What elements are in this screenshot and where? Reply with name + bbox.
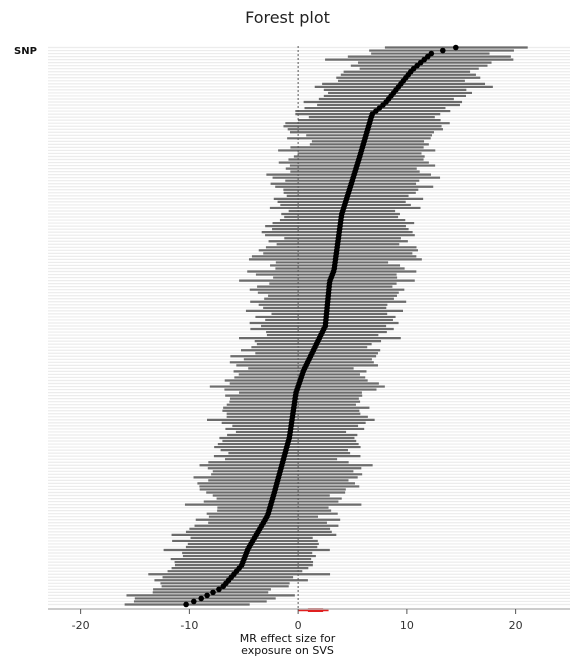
snp-estimates — [183, 44, 459, 608]
snp-point — [183, 601, 189, 608]
snp-point — [453, 44, 459, 51]
snp-point — [190, 598, 197, 605]
x-axis-label: MR effect size for exposure on SVS — [0, 633, 575, 657]
snp-point — [440, 47, 446, 54]
snp-point — [428, 50, 435, 57]
y-axis-label: SNP — [14, 46, 37, 57]
x-tick-label: 0 — [295, 619, 302, 632]
x-tick-label: -10 — [180, 619, 198, 632]
x-tick-label: 20 — [509, 619, 523, 632]
x-axis-ticks: -20 -10 0 10 20 — [72, 609, 523, 632]
x-tick-label: -20 — [72, 619, 90, 632]
x-axis-label-line-2: exposure on SVS — [241, 644, 334, 657]
chart-title: Forest plot — [245, 8, 330, 27]
snp-point — [204, 592, 210, 599]
x-tick-label: 10 — [400, 619, 414, 632]
snp-point — [198, 595, 204, 602]
snp-point — [216, 586, 222, 593]
snp-point — [210, 589, 216, 596]
x-axis-label-line-1: MR effect size for — [239, 632, 336, 645]
